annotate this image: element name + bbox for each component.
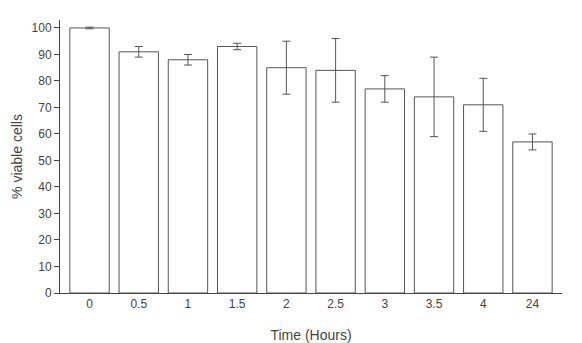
svg-text:4: 4 — [480, 297, 487, 311]
svg-text:0: 0 — [45, 286, 52, 300]
svg-text:100: 100 — [32, 21, 52, 35]
svg-text:1: 1 — [185, 297, 192, 311]
svg-text:1.5: 1.5 — [229, 297, 246, 311]
svg-text:% viable cells: % viable cells — [9, 114, 25, 199]
svg-text:24: 24 — [526, 297, 540, 311]
svg-text:3: 3 — [381, 297, 388, 311]
svg-text:20: 20 — [38, 233, 52, 247]
svg-text:Time (Hours): Time (Hours) — [270, 327, 351, 343]
svg-text:60: 60 — [38, 127, 52, 141]
svg-text:10: 10 — [38, 260, 52, 274]
svg-text:2.5: 2.5 — [327, 297, 344, 311]
svg-text:3.5: 3.5 — [426, 297, 443, 311]
svg-text:70: 70 — [38, 101, 52, 115]
svg-text:2: 2 — [283, 297, 290, 311]
svg-text:0.5: 0.5 — [130, 297, 147, 311]
svg-text:0: 0 — [86, 297, 93, 311]
svg-text:80: 80 — [38, 74, 52, 88]
svg-text:40: 40 — [38, 180, 52, 194]
svg-text:30: 30 — [38, 207, 52, 221]
svg-text:90: 90 — [38, 48, 52, 62]
svg-text:50: 50 — [38, 154, 52, 168]
